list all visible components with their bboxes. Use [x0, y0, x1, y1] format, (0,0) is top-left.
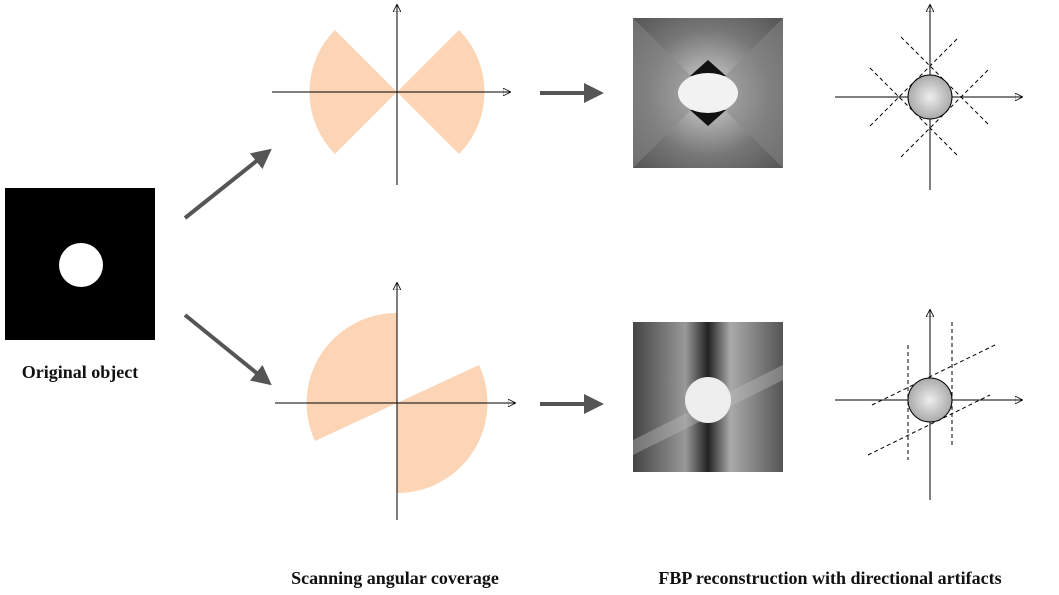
- coverage-wedge: [397, 365, 487, 493]
- arrow: [185, 155, 264, 218]
- coverage-label: Scanning angular coverage: [291, 568, 499, 588]
- diagram: Original object Scanning angular coverag…: [0, 0, 1059, 595]
- arrow: [185, 315, 264, 379]
- reconstruction-disk: [678, 73, 738, 113]
- disk: [908, 378, 952, 422]
- reconstruction-disk: [685, 377, 731, 423]
- coverage-wedge: [307, 313, 397, 441]
- disk: [908, 75, 952, 119]
- fbp-label: FBP reconstruction with directional arti…: [658, 568, 1001, 588]
- object-disk: [59, 243, 103, 287]
- original-label: Original object: [22, 362, 138, 382]
